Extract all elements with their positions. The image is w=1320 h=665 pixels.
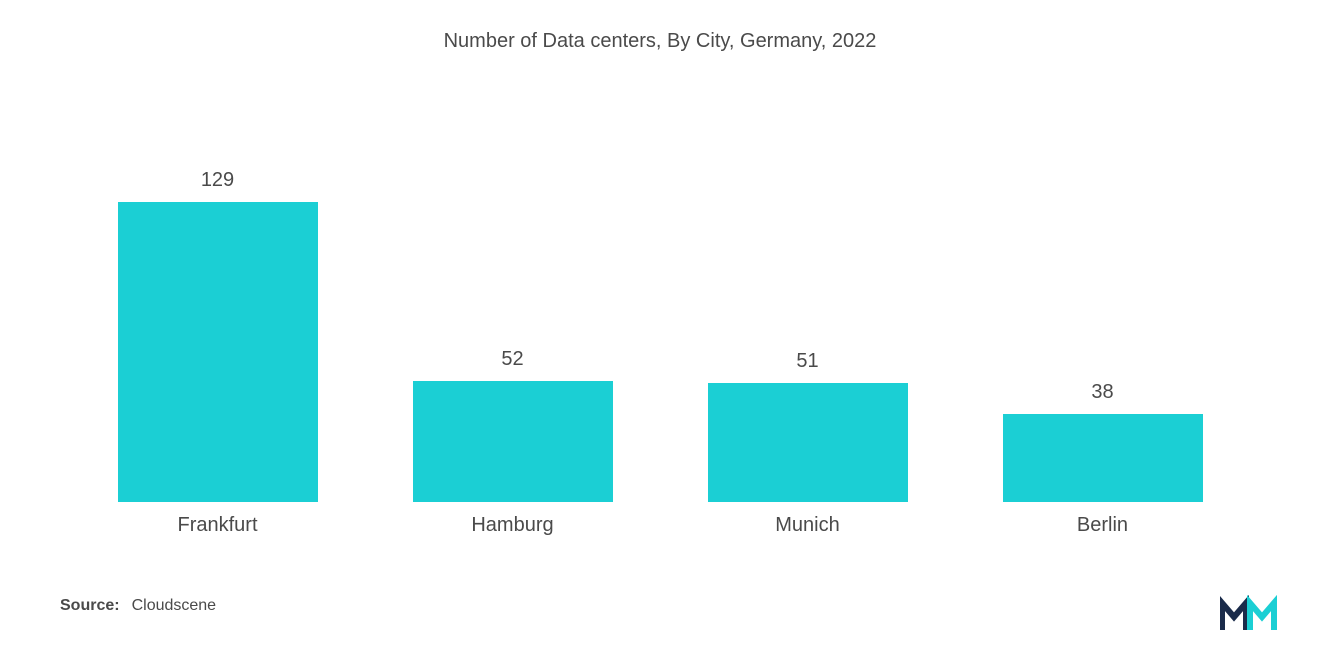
bar — [708, 383, 908, 502]
bar-value: 52 — [501, 348, 523, 371]
bar — [118, 202, 318, 502]
bar-group-berlin: 38 Berlin — [1003, 381, 1203, 537]
bar — [413, 381, 613, 502]
bar-value: 51 — [796, 350, 818, 373]
bar-value: 129 — [201, 169, 234, 192]
chart-container: Number of Data centers, By City, Germany… — [0, 0, 1320, 665]
bar-label: Hamburg — [471, 514, 553, 537]
bar-group-munich: 51 Munich — [708, 350, 908, 537]
bar-label: Frankfurt — [177, 514, 257, 537]
source-row: Source: Cloudscene — [60, 597, 1260, 615]
bar-group-frankfurt: 129 Frankfurt — [118, 169, 318, 537]
bar-label: Berlin — [1077, 514, 1128, 537]
bars-area: 129 Frankfurt 52 Hamburg 51 Munich 38 Be… — [60, 103, 1260, 537]
bar — [1003, 414, 1203, 502]
bar-group-hamburg: 52 Hamburg — [413, 348, 613, 537]
chart-title: Number of Data centers, By City, Germany… — [60, 30, 1260, 53]
mordor-logo-icon — [1220, 595, 1280, 635]
bar-label: Munich — [775, 514, 839, 537]
source-value: Cloudscene — [132, 597, 217, 615]
source-label: Source: — [60, 597, 120, 615]
bar-value: 38 — [1091, 381, 1113, 404]
